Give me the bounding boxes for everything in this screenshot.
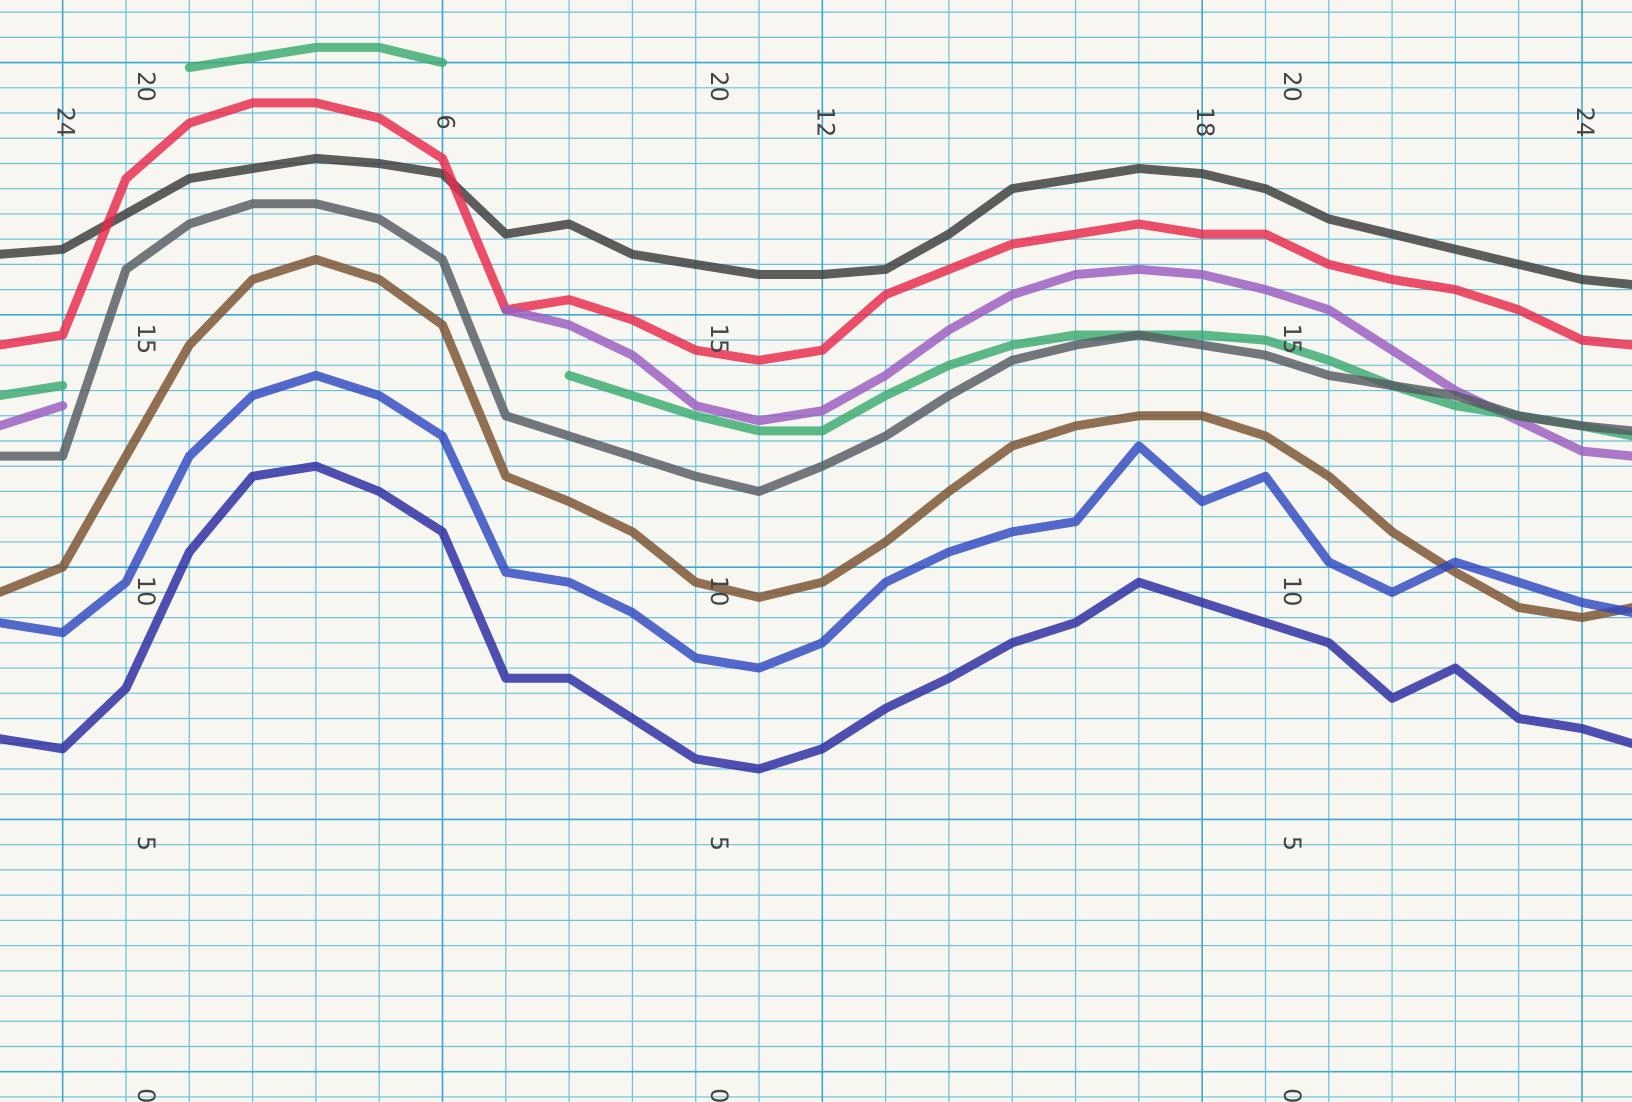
y-tick-label: 15	[705, 324, 733, 355]
x-tick-label: 12	[811, 107, 839, 138]
trace	[0, 461, 1632, 774]
y-tick-label: 10	[132, 576, 160, 607]
y-tick-label: 0	[132, 1088, 160, 1102]
y-tick-label: 5	[1278, 836, 1306, 851]
y-tick-label: 20	[132, 71, 160, 102]
y-tick-label: 15	[1278, 324, 1306, 355]
y-tick-label: 20	[705, 71, 733, 102]
x-tick-label: 24	[1571, 107, 1599, 138]
y-tick-label: 0	[705, 1088, 733, 1102]
y-tick-label: 10	[1278, 576, 1306, 607]
trace	[0, 199, 1632, 496]
y-tick-label: 5	[705, 836, 733, 851]
trace	[0, 370, 1632, 673]
trace	[0, 42, 1632, 441]
trace	[0, 264, 1632, 461]
trace	[0, 153, 1632, 290]
y-tick-label: 15	[132, 324, 160, 355]
y-tick-label: 20	[1278, 71, 1306, 102]
y-tick-label: 5	[132, 836, 160, 851]
trace	[0, 254, 1632, 623]
trace	[0, 98, 1632, 365]
x-tick-label: 24	[52, 107, 80, 138]
x-tick-label: 18	[1191, 107, 1219, 138]
y-tick-label: 10	[705, 576, 733, 607]
y-tick-label: 0	[1278, 1088, 1306, 1102]
x-tick-label: 6	[432, 114, 460, 129]
